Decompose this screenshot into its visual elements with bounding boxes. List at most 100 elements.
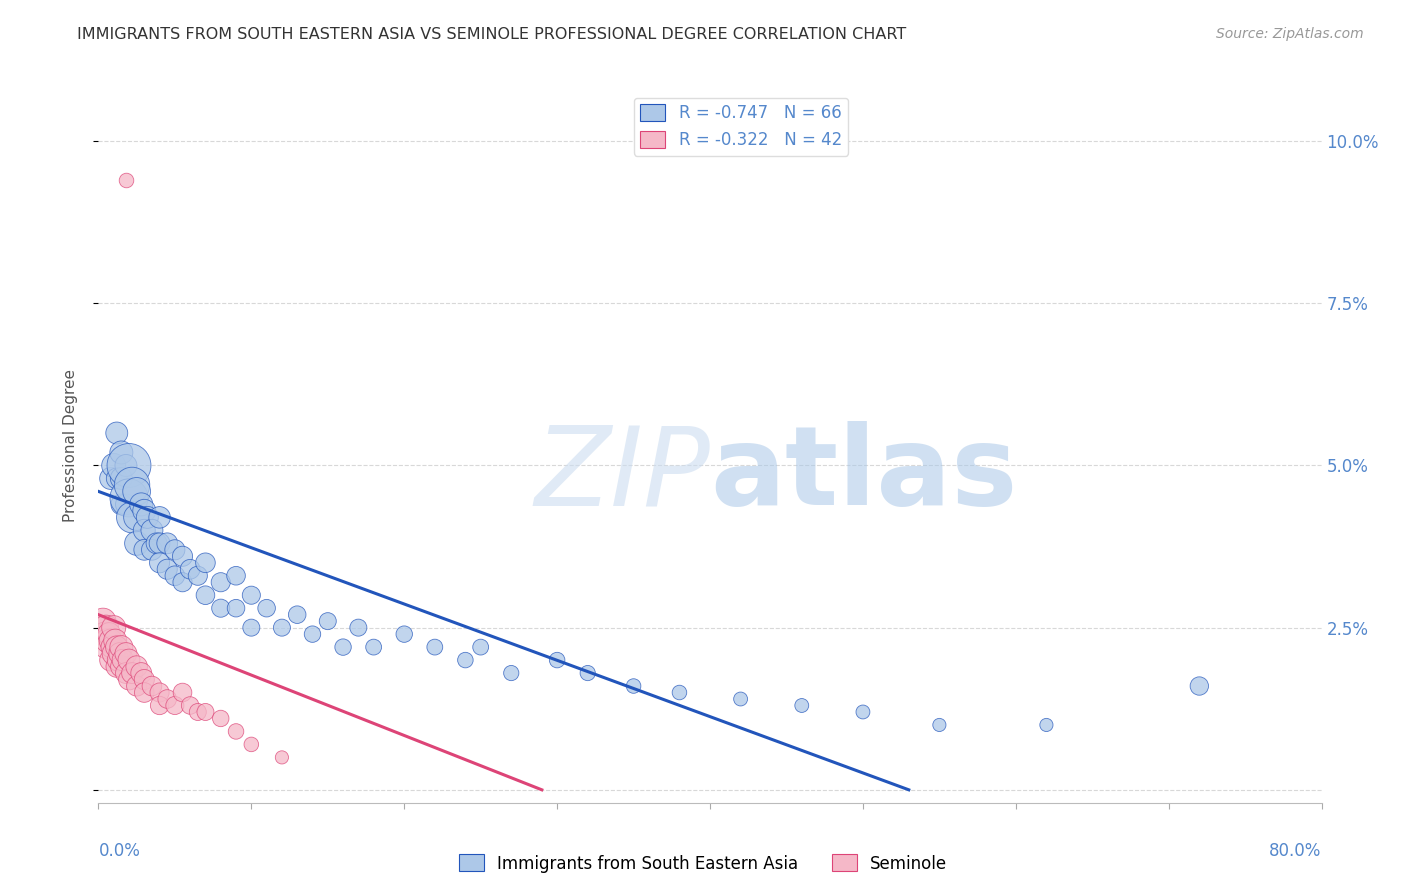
Point [125,536,148,550]
Point [209,711,232,725]
Point [225,601,247,615]
Point [179,562,201,576]
Point [546,653,568,667]
Point [423,640,446,654]
Point [256,601,278,615]
Point [129,497,152,511]
Point [104,633,127,648]
Point [730,692,752,706]
Text: 0.0%: 0.0% [98,842,141,860]
Point [101,640,124,654]
Point [134,504,156,518]
Point [115,173,138,187]
Point [107,653,129,667]
Point [209,575,232,590]
Point [121,510,143,524]
Point [118,653,141,667]
Point [156,562,179,576]
Point [790,698,813,713]
Point [149,556,172,570]
Point [108,647,131,661]
Point [270,621,292,635]
Point [209,601,232,615]
Point [225,568,247,582]
Point [347,621,370,635]
Point [134,542,156,557]
Point [93,627,115,641]
Point [852,705,875,719]
Text: IMMIGRANTS FROM SOUTH EASTERN ASIA VS SEMINOLE PROFESSIONAL DEGREE CORRELATION C: IMMIGRANTS FROM SOUTH EASTERN ASIA VS SE… [77,27,907,42]
Point [115,647,138,661]
Point [392,627,416,641]
Point [134,673,156,687]
Legend: Immigrants from South Eastern Asia, Seminole: Immigrants from South Eastern Asia, Semi… [453,847,953,880]
Point [240,738,263,752]
Point [270,750,292,764]
Point [163,568,186,582]
Point [141,542,163,557]
Point [103,647,125,661]
Point [668,685,690,699]
Point [121,666,143,681]
Point [363,640,385,654]
Point [110,659,132,673]
Point [91,614,114,628]
Point [149,510,172,524]
Point [332,640,354,654]
Point [110,445,132,459]
Point [316,614,339,628]
Point [110,471,132,485]
Point [115,458,138,473]
Point [136,510,159,524]
Point [156,536,179,550]
Point [125,679,148,693]
Point [240,621,263,635]
Point [115,666,138,681]
Point [98,627,121,641]
Point [194,556,217,570]
Point [129,666,152,681]
Point [100,653,122,667]
Point [187,568,209,582]
Point [1188,679,1211,693]
Point [156,692,179,706]
Point [100,633,122,648]
Point [301,627,323,641]
Point [125,484,148,499]
Point [141,524,163,538]
Text: Source: ZipAtlas.com: Source: ZipAtlas.com [1216,27,1364,41]
Point [121,478,143,492]
Point [118,673,141,687]
Point [103,621,125,635]
Point [118,458,141,473]
Point [149,685,172,699]
Point [97,633,120,648]
Point [1035,718,1057,732]
Point [225,724,247,739]
Point [187,705,209,719]
Point [285,607,308,622]
Point [454,653,477,667]
Point [110,497,132,511]
Point [141,679,163,693]
Point [194,705,217,719]
Point [118,491,141,505]
Point [623,679,645,693]
Point [163,542,186,557]
Point [576,666,599,681]
Text: ZIP: ZIP [534,421,710,528]
Point [501,666,523,681]
Point [149,536,172,550]
Point [470,640,492,654]
Point [179,698,201,713]
Point [105,425,128,440]
Point [100,471,122,485]
Point [149,698,172,713]
Point [115,497,138,511]
Point [105,640,128,654]
Point [172,575,194,590]
Legend: R = -0.747   N = 66, R = -0.322   N = 42: R = -0.747 N = 66, R = -0.322 N = 42 [634,97,848,155]
Point [125,659,148,673]
Point [105,659,128,673]
Point [145,536,167,550]
